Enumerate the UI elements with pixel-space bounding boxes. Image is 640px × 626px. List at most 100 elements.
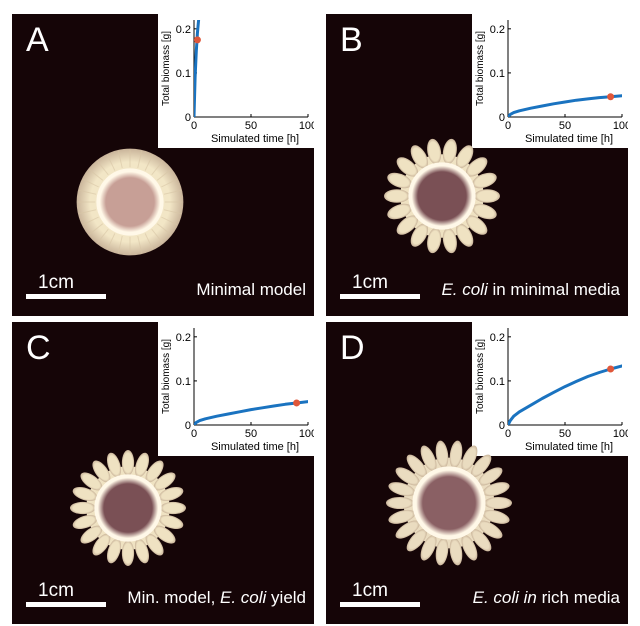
colony-streak [117, 150, 123, 169]
scale-bar [340, 602, 420, 607]
colony-finger [427, 227, 442, 254]
colony-finger [435, 537, 449, 566]
y-tick-label: 0.2 [176, 332, 191, 344]
colony-streak [137, 150, 143, 169]
colony-finger [106, 538, 122, 564]
colony-streak [144, 233, 154, 250]
colony-finger [158, 514, 184, 530]
panel-caption: Minimal model [196, 280, 306, 299]
colony-finger [145, 460, 164, 483]
colony-finger [482, 509, 510, 524]
colony-finger [72, 486, 98, 502]
colony-finger [388, 482, 416, 497]
colony-finger [387, 203, 412, 220]
colony-streak [144, 154, 154, 171]
colony-core [97, 477, 159, 539]
colony-core [99, 171, 161, 233]
y-tick-label: 0.2 [490, 332, 505, 344]
colony-streak [88, 169, 104, 181]
colony-finger [465, 215, 488, 235]
y-tick-label: 0.1 [490, 68, 505, 80]
colony-finger [160, 501, 186, 515]
colony-finger [406, 528, 427, 552]
colony-streak [78, 209, 97, 215]
panel-caption: E. coli in minimal media [441, 280, 620, 299]
panel-a: A 0 50 100 0 0.1 0.2 Simulated time [h] Total b… [12, 14, 314, 316]
colony-finger [70, 501, 96, 515]
x-tick-label: 50 [559, 428, 571, 440]
x-tick-label: 0 [505, 428, 511, 440]
colony-finger [472, 203, 497, 220]
y-tick-label: 0.1 [176, 376, 191, 388]
scale-bar-label: 1cm [38, 272, 74, 293]
colony-streak [161, 216, 178, 226]
y-tick-label: 0 [185, 420, 191, 432]
x-axis-label: Simulated time [h] [211, 441, 299, 453]
panel-letter: B [340, 21, 363, 59]
colony-finger [471, 454, 492, 478]
scale-bar-label: 1cm [352, 272, 388, 293]
inset-svg: 0 50 100 0 0.1 0.2 Simulated time [h] Total bio… [475, 328, 628, 453]
x-tick-label: 0 [505, 120, 511, 132]
colony-finger [153, 472, 176, 491]
colony-finger [478, 467, 503, 486]
y-tick-label: 0 [499, 420, 505, 432]
x-tick-label: 100 [613, 120, 628, 132]
y-tick-label: 0.2 [490, 24, 505, 36]
colony-finger [158, 486, 184, 502]
colony-finger [387, 172, 412, 189]
colony-finger [442, 138, 457, 165]
colony-finger [406, 454, 427, 478]
colony-image [76, 148, 184, 256]
colony-finger [410, 223, 429, 247]
y-tick-label: 0.1 [490, 376, 505, 388]
biomass-inset-chart: 0 50 100 0 0.1 0.2 Simulated time [h] Total bio… [158, 322, 314, 456]
colony-image [384, 138, 500, 254]
colony-streak [78, 189, 97, 195]
colony-streak [156, 169, 172, 181]
current-time-marker [607, 365, 615, 373]
colony-streak [151, 228, 163, 244]
colony-finger [427, 138, 442, 165]
inset-svg: 0 50 100 0 0.1 0.2 Simulated time [h] Total bio… [475, 20, 628, 145]
biomass-line [194, 400, 308, 425]
scale-bar [340, 294, 420, 299]
colony-finger [478, 520, 503, 539]
colony-streak [97, 228, 109, 244]
colony-finger [461, 534, 478, 561]
y-tick-label: 0 [185, 112, 191, 124]
colony-streak [82, 178, 99, 188]
colony-finger [395, 467, 420, 486]
x-tick-label: 100 [299, 120, 314, 132]
inset-svg: 0 50 100 0 0.1 0.2 Simulated time [h] Total bio… [161, 328, 314, 453]
x-tick-label: 0 [191, 120, 197, 132]
colony-finger [465, 157, 488, 177]
colony-streak [151, 160, 163, 176]
current-time-marker [293, 399, 301, 407]
colony-finger [396, 215, 419, 235]
y-tick-label: 0 [499, 112, 505, 124]
colony-finger [396, 157, 419, 177]
colony-finger [472, 172, 497, 189]
panel-b: B 0 50 100 0 0.1 0.2 Simulated time [h] Total b… [326, 14, 628, 316]
colony-finger [386, 496, 414, 510]
colony-finger [449, 537, 463, 566]
x-axis-label: Simulated time [h] [525, 133, 613, 145]
colony-finger [410, 145, 429, 169]
colony-streak [156, 223, 172, 235]
colony-image [70, 450, 186, 566]
current-time-marker [607, 93, 615, 101]
colony-finger [92, 460, 111, 483]
x-axis-label: Simulated time [h] [525, 441, 613, 453]
colony-finger [134, 452, 150, 478]
panel-d: D 0 50 100 0 0.1 0.2 Simulated time [h] Total b… [326, 322, 628, 624]
colony-core [416, 470, 482, 536]
x-tick-label: 50 [245, 428, 257, 440]
x-tick-label: 0 [191, 428, 197, 440]
colony-finger [461, 445, 478, 472]
y-axis-label: Total biomass [g] [161, 31, 172, 106]
panel-c: C 0 50 100 0 0.1 0.2 Simulated time [h] Total b… [12, 322, 314, 624]
current-time-marker [193, 36, 201, 44]
biomass-line [508, 94, 622, 117]
panel-caption: Min. model, E. coli yield [127, 588, 306, 607]
